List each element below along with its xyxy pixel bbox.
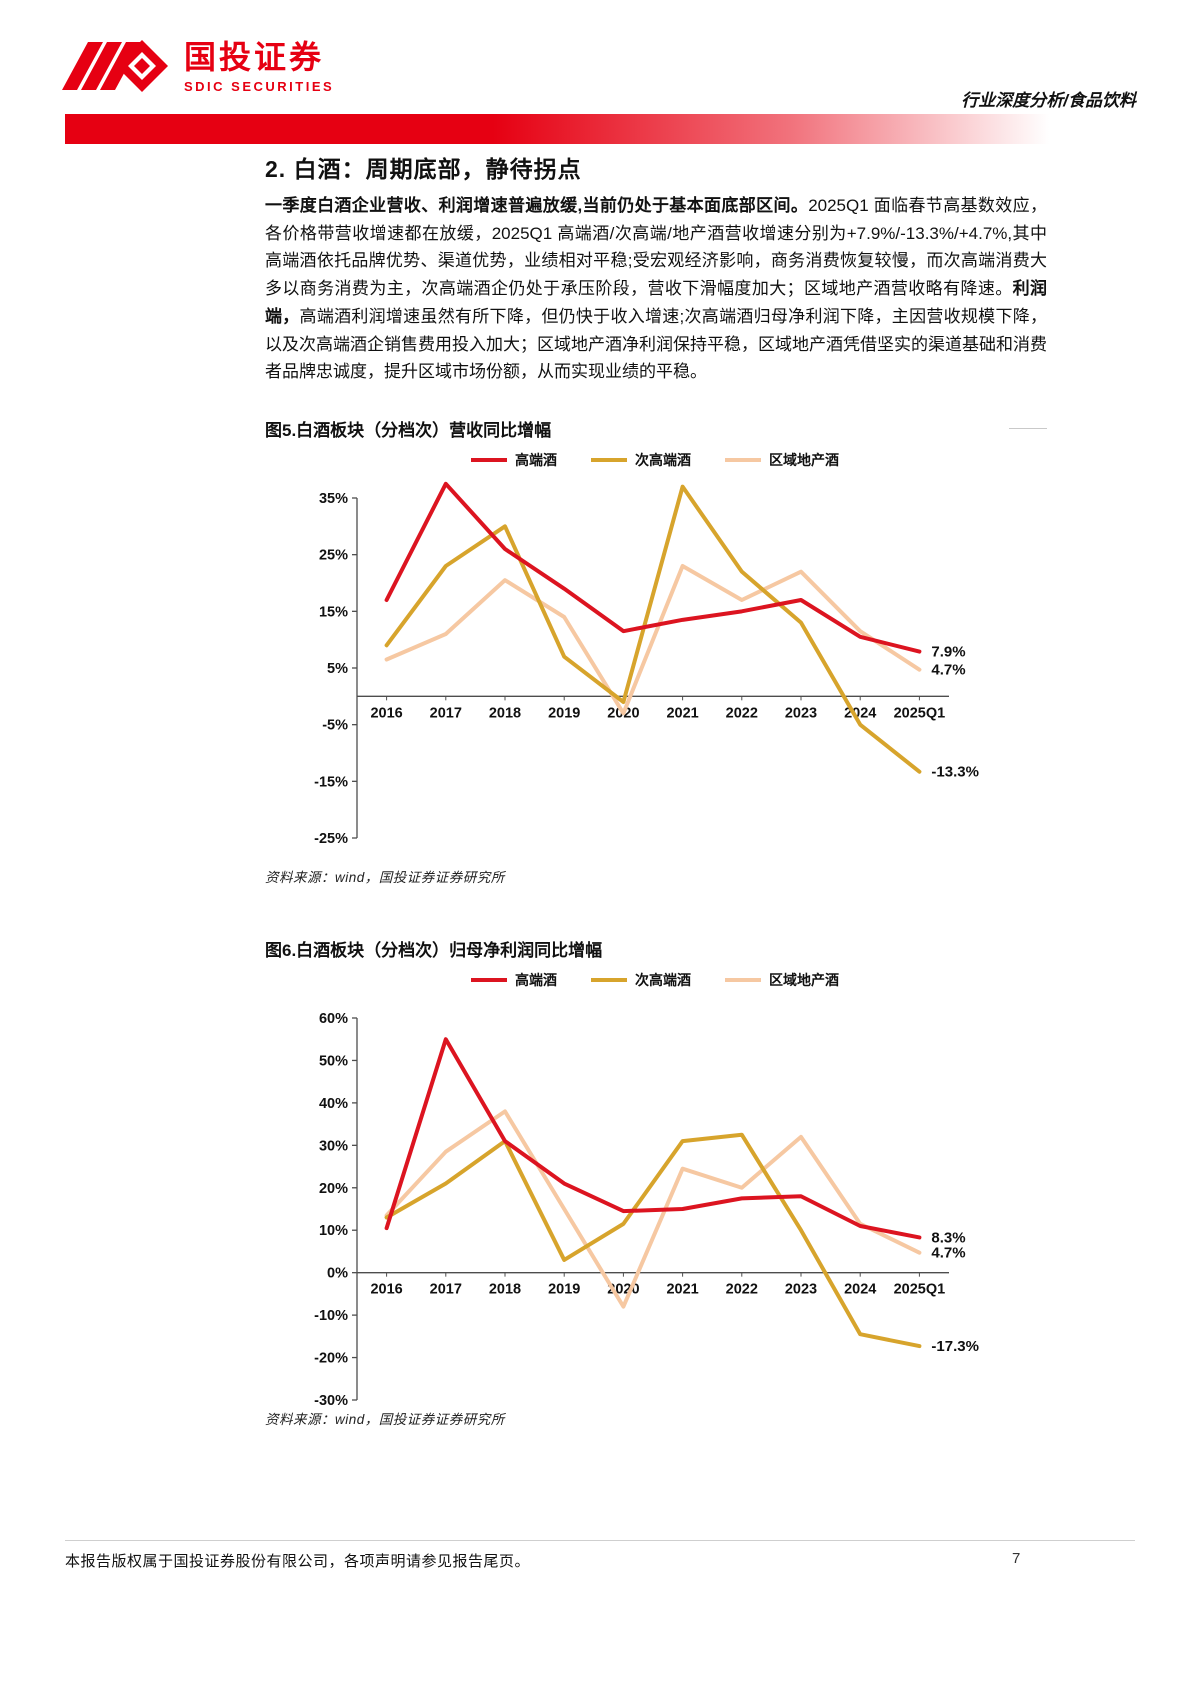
svg-text:40%: 40%: [319, 1096, 348, 1112]
svg-text:8.3%: 8.3%: [931, 1229, 965, 1246]
figure6-chart: 60% 50% 40% 30% 20% 10% 0% -10% -20% -30% 2016 2017…: [314, 1011, 979, 1409]
svg-text:15%: 15%: [319, 604, 348, 620]
figure5-source: 资料来源：wind，国投证券证券研究所: [265, 870, 505, 885]
footer-copyright: 本报告版权属于国投证券股份有限公司，各项声明请参见报告尾页。: [65, 1553, 531, 1570]
svg-text:2017: 2017: [430, 1282, 462, 1298]
figure5-chart-block: 高端酒 次高端酒 区域地产酒 35% 25% 15% 5% -5% -15% -25% 2016 2…: [265, 450, 1045, 857]
svg-text:35%: 35%: [319, 491, 348, 507]
figure6-title-row: 图6.白酒板块（分档次）归母净利润同比增幅: [265, 936, 1047, 961]
svg-text:-10%: -10%: [314, 1308, 348, 1324]
legend-item: 高端酒: [471, 450, 557, 470]
legend-item: 高端酒: [471, 970, 557, 990]
legend-label: 区域地产酒: [769, 972, 839, 988]
legend-label: 次高端酒: [635, 972, 691, 988]
legend-label: 高端酒: [515, 452, 557, 468]
legend-item: 次高端酒: [591, 970, 691, 990]
svg-text:2017: 2017: [430, 705, 462, 721]
section-paragraph: 一季度白酒企业营收、利润增速普遍放缓,当前仍处于基本面底部区间。2025Q1 面…: [265, 192, 1047, 386]
figure6-chart-block: 高端酒 次高端酒 区域地产酒 60% 50% 40% 30% 20% 10% 0% -10% -20…: [265, 970, 1045, 1419]
paragraph-mid-bold: 利润端，: [265, 279, 1048, 326]
svg-text:-17.3%: -17.3%: [931, 1338, 979, 1355]
legend-item: 区域地产酒: [725, 970, 839, 990]
paragraph-body-2: 高端酒利润增速虽然有所下降，但仍快于收入增速;次高端酒归母净利润下降，主因营收规…: [265, 306, 1047, 382]
paragraph-lead-bold: 一季度白酒企业营收、利润增速普遍放缓,当前仍处于基本面底部区间。: [265, 196, 809, 215]
figure5-chart: 35% 25% 15% 5% -5% -15% -25% 2016 2017 2018 2019 20…: [314, 481, 979, 847]
legend-item: 次高端酒: [591, 450, 691, 470]
header-accent-bar: [65, 114, 1135, 144]
svg-text:50%: 50%: [319, 1053, 348, 1069]
logo-title: 国投证券: [184, 39, 325, 75]
svg-text:20%: 20%: [319, 1181, 348, 1197]
svg-text:2025Q1: 2025Q1: [894, 1282, 946, 1298]
legend-swatch: [471, 977, 507, 983]
paragraph-body-1: 2025Q1 面临春节高基数效应，各价格带营收增速都在放缓，2025Q1 高端酒…: [265, 196, 1047, 299]
chart-legend: 高端酒 次高端酒 区域地产酒: [265, 450, 1045, 470]
legend-swatch: [725, 977, 761, 983]
svg-text:2023: 2023: [785, 1282, 817, 1298]
figure6-title: 图6.白酒板块（分档次）归母净利润同比增幅: [265, 941, 603, 960]
section-title: 2. 白酒：周期底部，静待拐点: [265, 156, 582, 182]
svg-text:-13.3%: -13.3%: [931, 764, 979, 781]
svg-text:2025Q1: 2025Q1: [894, 705, 946, 721]
legend-item: 区域地产酒: [725, 450, 839, 470]
svg-text:2016: 2016: [370, 1282, 402, 1298]
svg-text:2022: 2022: [726, 1282, 758, 1298]
svg-text:2019: 2019: [548, 1282, 580, 1298]
svg-text:2021: 2021: [666, 705, 698, 721]
svg-text:30%: 30%: [319, 1138, 348, 1154]
figure5-title: 图5.白酒板块（分档次）营收同比增幅: [265, 421, 552, 440]
legend-swatch: [591, 457, 627, 463]
svg-text:60%: 60%: [319, 1011, 348, 1027]
legend-swatch: [725, 457, 761, 463]
company-logo: 国投证券 SDIC SECURITIES: [62, 36, 334, 96]
legend-label: 高端酒: [515, 972, 557, 988]
svg-text:-5%: -5%: [322, 718, 348, 734]
svg-text:2023: 2023: [785, 705, 817, 721]
svg-text:2018: 2018: [489, 705, 521, 721]
footer-divider: [65, 1540, 1135, 1541]
decorative-line: [1009, 428, 1047, 429]
legend-swatch: [471, 457, 507, 463]
svg-text:10%: 10%: [319, 1223, 348, 1239]
svg-text:-30%: -30%: [314, 1393, 348, 1409]
figure5-title-row: 图5.白酒板块（分档次）营收同比增幅: [265, 416, 1047, 441]
figure6-source: 资料来源：wind，国投证券证券研究所: [265, 1412, 505, 1427]
legend-label: 区域地产酒: [769, 452, 839, 468]
svg-text:2016: 2016: [370, 705, 402, 721]
svg-text:2021: 2021: [666, 1282, 698, 1298]
svg-text:-15%: -15%: [314, 774, 348, 790]
svg-text:4.7%: 4.7%: [931, 662, 965, 679]
svg-text:2019: 2019: [548, 705, 580, 721]
svg-text:25%: 25%: [319, 548, 348, 564]
svg-text:7.9%: 7.9%: [931, 644, 965, 661]
chart-legend: 高端酒 次高端酒 区域地产酒: [265, 970, 1045, 990]
svg-text:2022: 2022: [726, 705, 758, 721]
svg-text:5%: 5%: [327, 661, 348, 677]
legend-label: 次高端酒: [635, 452, 691, 468]
svg-text:-25%: -25%: [314, 831, 348, 847]
svg-text:2018: 2018: [489, 1282, 521, 1298]
svg-text:4.7%: 4.7%: [931, 1245, 965, 1262]
logo-mark-icon: [62, 40, 168, 92]
logo-subtitle: SDIC SECURITIES: [184, 79, 335, 95]
legend-swatch: [591, 977, 627, 983]
svg-text:0%: 0%: [327, 1266, 348, 1282]
svg-text:2024: 2024: [844, 1282, 876, 1298]
svg-text:-20%: -20%: [314, 1351, 348, 1367]
page-number: 7: [1012, 1550, 1021, 1567]
report-type-label: 行业深度分析/食品饮料: [961, 91, 1136, 110]
